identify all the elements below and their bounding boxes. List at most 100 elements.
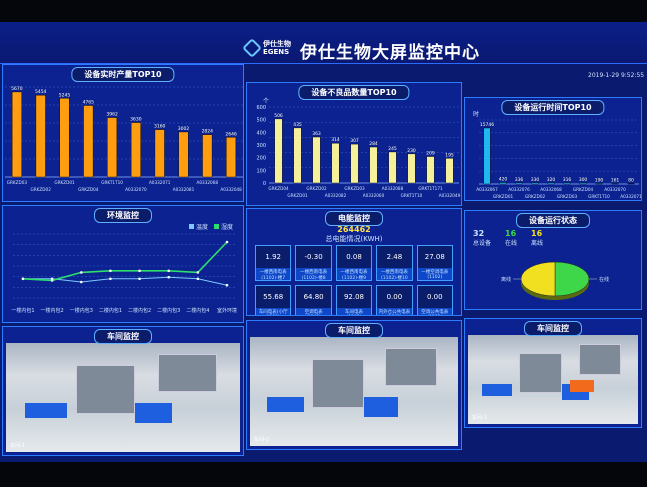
data-point xyxy=(109,277,112,281)
x-tick-label: A0332082 xyxy=(325,193,347,198)
data-label: 209 xyxy=(426,151,435,157)
data-label: 195 xyxy=(445,152,454,158)
x-tick-label: A0332088 xyxy=(382,186,404,191)
x-tick-label: 一楼内包3 xyxy=(70,307,93,314)
data-label: 190 xyxy=(595,177,604,183)
data-label: 5454 xyxy=(35,89,47,95)
x-tick-label: GRKT1T10 xyxy=(588,194,610,199)
legend-temperature[interactable]: 温度 xyxy=(188,222,208,231)
datetime: 2019-1-29 9:52:55 xyxy=(588,72,645,79)
bar xyxy=(312,136,321,184)
runtime-panel: 设备运行时间TOP10 时 15746 A0332067 420 GRKZD01 336 A… xyxy=(464,97,642,201)
data-label: 4765 xyxy=(83,100,95,106)
data-label: 330 xyxy=(531,177,540,183)
data-point xyxy=(167,275,171,279)
x-tick-label: A0332068 xyxy=(540,187,562,192)
meter-value: 0.00 xyxy=(377,286,412,308)
energy-total-label: 总电能情况(KWH) xyxy=(325,235,383,243)
data-label: 314 xyxy=(331,137,340,143)
meter-card: 27.08 一楼空调电表(1102) xyxy=(416,245,453,281)
x-tick-label: GRKZD04 xyxy=(78,187,99,192)
panel-title: 设备运行时间TOP10 xyxy=(501,100,605,115)
panel-title: 车间监控 xyxy=(94,329,152,344)
output-panel: 设备实时产量TOP10 5670 GRKZD03 5454 GRKZD02 5245 GR… xyxy=(2,64,244,202)
x-tick-label: GRKT1T10 xyxy=(101,180,123,185)
bar xyxy=(202,134,213,178)
camera-panel: 车间监控 车间-1 xyxy=(2,326,244,456)
data-label: 2646 xyxy=(225,131,237,137)
camera-feed[interactable]: 车间-2 xyxy=(250,337,458,446)
data-point xyxy=(167,269,171,273)
status-panel: 设备运行状态 32 总设备 16 在线 16 离线 在线 离线 xyxy=(464,210,642,310)
x-tick-label: A0332060 xyxy=(363,193,385,198)
x-tick-label: 二楼内包4 xyxy=(186,307,209,314)
meter-card: 92.08 车间电表(1203) xyxy=(335,285,373,315)
camera-feed[interactable]: 车间-1 xyxy=(6,343,240,452)
y-axis-label: 时 xyxy=(473,110,479,118)
stat-total: 32 总设备 xyxy=(473,229,492,247)
x-tick-label: GRKZD01 xyxy=(54,180,75,185)
x-tick-label: GRKZD01 xyxy=(493,194,514,199)
page-title: 伊仕生物大屏监控中心 xyxy=(300,43,480,63)
meter-label: 一楼西南电表(1102)-楼8 xyxy=(300,270,328,280)
meter-value: 55.68 xyxy=(256,286,291,308)
pie-label-online: 在线 xyxy=(599,276,609,283)
panel-title: 设备实时产量TOP10 xyxy=(71,67,175,82)
camera-label: 车间-3 xyxy=(472,415,487,421)
bar xyxy=(595,183,603,185)
x-tick-label: GRKZD04 xyxy=(268,186,289,191)
meter-label: 车间电表(小厅1203) xyxy=(258,310,288,315)
data-label: 420 xyxy=(499,177,508,183)
bar xyxy=(274,118,283,184)
bar xyxy=(350,143,359,184)
panel-title: 设备不良品数量TOP10 xyxy=(298,85,410,100)
y-tick-label: 300 xyxy=(256,143,266,149)
meter-value: 64.80 xyxy=(296,286,331,308)
data-label: 3002 xyxy=(178,126,190,132)
data-label: 80 xyxy=(628,178,634,184)
meter-card: 0.00 空调公共电表(1202) xyxy=(416,285,453,315)
x-tick-label: GRKT1T10 xyxy=(401,193,423,198)
x-tick-label: 二楼内包3 xyxy=(157,307,180,314)
x-tick-label: GRKZD03 xyxy=(344,186,365,191)
meter-value: 92.08 xyxy=(336,286,372,308)
bar xyxy=(611,183,619,185)
camera-panel: 车间监控 车间-3 xyxy=(464,318,642,428)
data-point xyxy=(196,271,200,274)
panel-title: 设备运行状态 xyxy=(516,213,590,228)
data-label: 284 xyxy=(369,141,378,147)
x-tick-label: A0332081 xyxy=(173,187,195,192)
meter-value: 0.00 xyxy=(417,286,452,308)
bar xyxy=(531,182,539,185)
x-tick-label: GRKZD01 xyxy=(287,193,308,198)
bar xyxy=(563,182,571,185)
camera-panel: 车间监控 车间-2 xyxy=(246,320,462,450)
meter-label: 一楼空调电表(1102) xyxy=(421,270,449,280)
meter-label: 空调电表(1202) xyxy=(304,310,323,315)
bar xyxy=(499,182,507,185)
meter-card: 55.68 车间电表(小厅1203) xyxy=(255,285,292,315)
camera-feed[interactable]: 车间-3 xyxy=(468,335,638,424)
series-line-temperature xyxy=(23,276,228,286)
data-label: 307 xyxy=(350,138,359,144)
data-label: 230 xyxy=(407,148,416,154)
energy-total: 264462 xyxy=(337,225,371,234)
y-axis-label: 个 xyxy=(263,98,269,105)
data-label: 300 xyxy=(579,177,588,183)
meter-card: 64.80 空调电表(1202) xyxy=(295,285,332,315)
meter-label: 一楼西南电表(1102)-楼10 xyxy=(380,270,408,280)
defect-panel: 设备不良品数量TOP10 0 100 200 300 400 500 600 个 506 GRKZ… xyxy=(246,82,462,206)
bar xyxy=(107,117,118,178)
x-tick-label: A0332048 xyxy=(220,187,242,192)
x-tick-label: 一楼内包1 xyxy=(11,307,34,314)
x-tick-label: GRKZD02 xyxy=(306,186,327,191)
x-tick-label: 室外环境 xyxy=(217,307,237,314)
meter-card: 2.48 一楼西南电表(1102)-楼10 xyxy=(376,245,413,281)
x-tick-label: GRKZD04 xyxy=(573,187,594,192)
data-label: 506 xyxy=(274,113,283,119)
bar xyxy=(59,98,70,178)
legend-humidity[interactable]: 湿度 xyxy=(213,222,233,231)
y-tick-label: 200 xyxy=(256,156,266,162)
